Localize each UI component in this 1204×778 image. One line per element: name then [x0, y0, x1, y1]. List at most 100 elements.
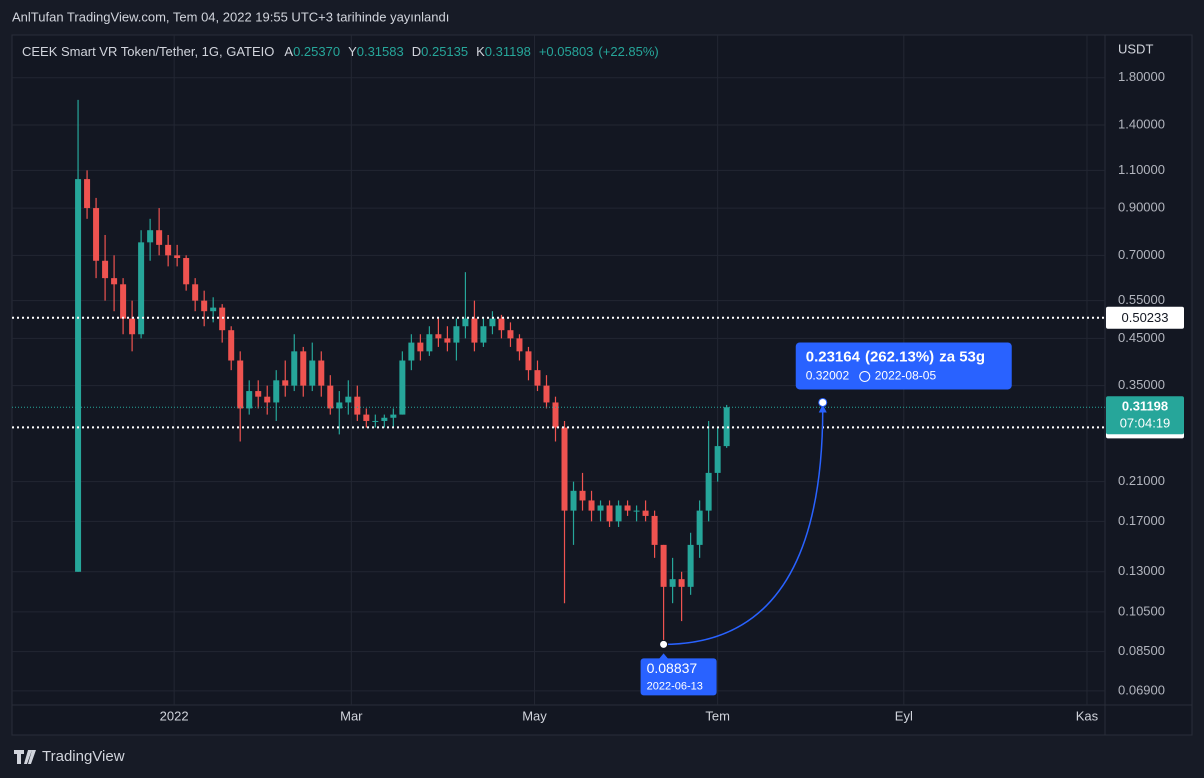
x-tick-label: Kas — [1076, 708, 1099, 723]
measure-arrow — [818, 404, 827, 413]
y-tick-label: 0.17000 — [1118, 513, 1165, 528]
candle-body — [111, 278, 118, 285]
candle-body — [228, 330, 235, 361]
chart-pane — [11, 34, 1193, 736]
candle-body — [723, 407, 730, 447]
x-tick-label: Mar — [340, 708, 363, 723]
candle-body — [174, 255, 181, 259]
legend-change-pct: (+22.85%) — [598, 44, 658, 59]
candle-body — [399, 360, 406, 415]
candle-body — [435, 334, 442, 339]
legend-field-value: 0.31583 — [357, 44, 404, 59]
y-tick-label: 0.70000 — [1118, 247, 1165, 262]
x-tick-label: 2022 — [160, 708, 189, 723]
legend-field-value: 0.31198 — [485, 44, 531, 59]
candle-body — [84, 179, 91, 209]
candle-body — [597, 505, 604, 511]
candle-body — [120, 284, 127, 319]
candle-body — [426, 334, 433, 352]
candle-body — [606, 505, 613, 522]
candle-body — [453, 326, 460, 343]
measure-part: za 53g — [939, 348, 985, 365]
candle-body — [165, 244, 172, 256]
candle-body — [318, 360, 325, 386]
candle-body — [516, 338, 523, 352]
candle-body — [372, 420, 379, 422]
candle-body — [525, 351, 532, 371]
candle-body — [264, 396, 271, 403]
low-box-arrow — [658, 653, 669, 660]
y-tick-label: 0.10500 — [1118, 603, 1165, 618]
candle-body — [336, 402, 343, 409]
price-label-box — [1106, 396, 1184, 435]
measure-part: (262.13%) — [865, 348, 934, 365]
candle-body — [219, 307, 226, 331]
candle-body — [624, 505, 631, 511]
candle-body — [237, 360, 244, 409]
candle-body — [651, 515, 658, 545]
candle-body — [678, 579, 685, 587]
candle-body — [75, 179, 82, 572]
measure-target-date: 2022-08-05 — [875, 369, 937, 383]
header: AnlTufan TradingView.com, Tem 04, 2022 1… — [12, 9, 449, 24]
y-tick-label: 0.45000 — [1118, 330, 1165, 345]
candle-body — [309, 360, 316, 386]
candle-body — [561, 427, 568, 511]
low-date: 2022-06-13 — [647, 680, 703, 692]
candle-body — [705, 472, 712, 511]
candle-body — [93, 208, 100, 261]
low-value: 0.08837 — [647, 660, 698, 676]
y-tick-label: 0.06900 — [1118, 682, 1165, 697]
y-axis-label: USDT — [1118, 41, 1153, 56]
candle-body — [633, 510, 640, 512]
y-tick-label: 1.80000 — [1118, 69, 1165, 84]
candle-body — [246, 391, 253, 409]
candle-body — [102, 260, 109, 279]
candle-body — [201, 300, 208, 312]
legend-field-name: A — [284, 44, 293, 59]
candle-body — [354, 396, 361, 415]
candle-body — [210, 307, 217, 312]
measure-target: 0.32002 — [806, 369, 850, 383]
legend-symbol: CEEK Smart VR Token/Tether, 1G, GATEIO — [22, 44, 274, 59]
candle-body — [687, 544, 694, 587]
candle-body — [507, 330, 514, 339]
hline-label-box — [1106, 306, 1184, 329]
candle-body — [489, 318, 496, 327]
candle-body — [579, 490, 586, 501]
hline-label: 0.50233 — [1122, 310, 1169, 325]
candle-body — [696, 510, 703, 545]
candle-body — [192, 284, 199, 301]
legend-change: +0.05803 — [539, 44, 594, 59]
x-tick-label: Eyl — [895, 708, 913, 723]
candle-body — [300, 351, 307, 386]
y-tick-label: 1.10000 — [1118, 162, 1165, 177]
clock-icon — [859, 370, 871, 382]
candle-body — [408, 342, 415, 361]
candle-body — [363, 414, 370, 421]
y-tick-label: 0.90000 — [1118, 200, 1165, 215]
candle-body — [381, 417, 388, 421]
legend: CEEK Smart VR Token/Tether, 1G, GATEIO A 0… — [22, 44, 659, 59]
y-tick-label: 0.35000 — [1118, 377, 1165, 392]
candle-body — [660, 544, 667, 587]
y-tick-label: 0.55000 — [1118, 292, 1165, 307]
candle-body — [642, 510, 649, 516]
legend-field-name: Y — [348, 44, 357, 59]
measure-curve — [663, 408, 824, 646]
candle-body — [615, 505, 622, 522]
candle-body — [129, 318, 136, 335]
candle-body — [183, 258, 190, 285]
logo-text: TradingView — [42, 748, 125, 765]
low-box — [640, 658, 717, 696]
candle-body — [669, 579, 676, 587]
y-tick-label: 0.21000 — [1118, 473, 1165, 488]
candle-body — [147, 230, 154, 243]
candle-body — [138, 242, 145, 335]
candle-body — [255, 391, 262, 397]
candle-body — [480, 326, 487, 343]
candle-body — [417, 342, 424, 352]
logo: TradingView — [14, 748, 125, 765]
logo-icon — [14, 750, 36, 764]
